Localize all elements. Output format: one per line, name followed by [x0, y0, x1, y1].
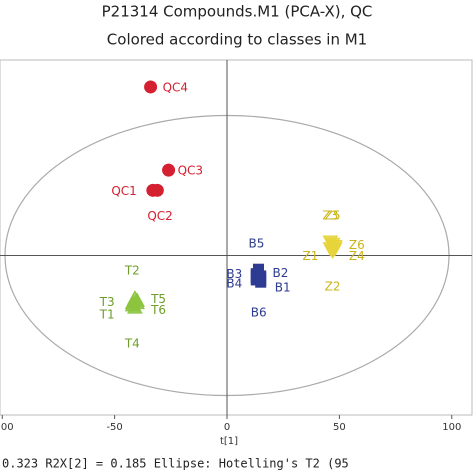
- point-label: B5: [248, 237, 264, 251]
- point: [144, 80, 158, 94]
- point-label: T6: [150, 303, 166, 317]
- plot-frame: [0, 59, 473, 416]
- point-label: B1: [275, 280, 291, 294]
- point-label: QC1: [111, 184, 136, 198]
- chart-subtitle: Colored according to classes in M1: [107, 31, 367, 49]
- point-label: Z6: [349, 238, 365, 252]
- x-tick-label: -50: [106, 422, 122, 433]
- point-label: QC3: [178, 164, 203, 178]
- point-label: Z3: [322, 208, 338, 222]
- point-label: QC4: [163, 80, 188, 94]
- point-label: B4: [226, 276, 242, 290]
- point-label: T5: [150, 292, 166, 306]
- point-label: Z5: [325, 209, 341, 223]
- x-tick-label: 0: [224, 422, 230, 433]
- point: [150, 183, 164, 197]
- point-label: T4: [124, 337, 140, 351]
- point: [162, 163, 176, 177]
- x-tick-label: 50: [333, 422, 346, 433]
- point-label: B6: [251, 306, 267, 320]
- point: [255, 272, 267, 288]
- point-label: B2: [272, 266, 288, 280]
- chart-title: P21314 Compounds.M1 (PCA-X), QC: [102, 3, 373, 21]
- x-tick-label: 100: [442, 422, 461, 433]
- point-label: Z1: [303, 249, 319, 263]
- point-label: Z4: [349, 249, 365, 263]
- x-tick-label: -100: [0, 422, 14, 433]
- point: [324, 244, 341, 260]
- footer: 0.323 R2X[2] = 0.185 Ellipse: Hotelling'…: [2, 457, 349, 471]
- point-label: Z2: [325, 279, 341, 293]
- point-label: QC2: [147, 209, 172, 223]
- point: [127, 299, 143, 314]
- point-label: T1: [99, 307, 115, 321]
- point-label: T2: [124, 264, 140, 278]
- x-axis-label: t[1]: [220, 436, 238, 447]
- point-label: T3: [99, 295, 115, 309]
- point-label: B3: [226, 267, 242, 281]
